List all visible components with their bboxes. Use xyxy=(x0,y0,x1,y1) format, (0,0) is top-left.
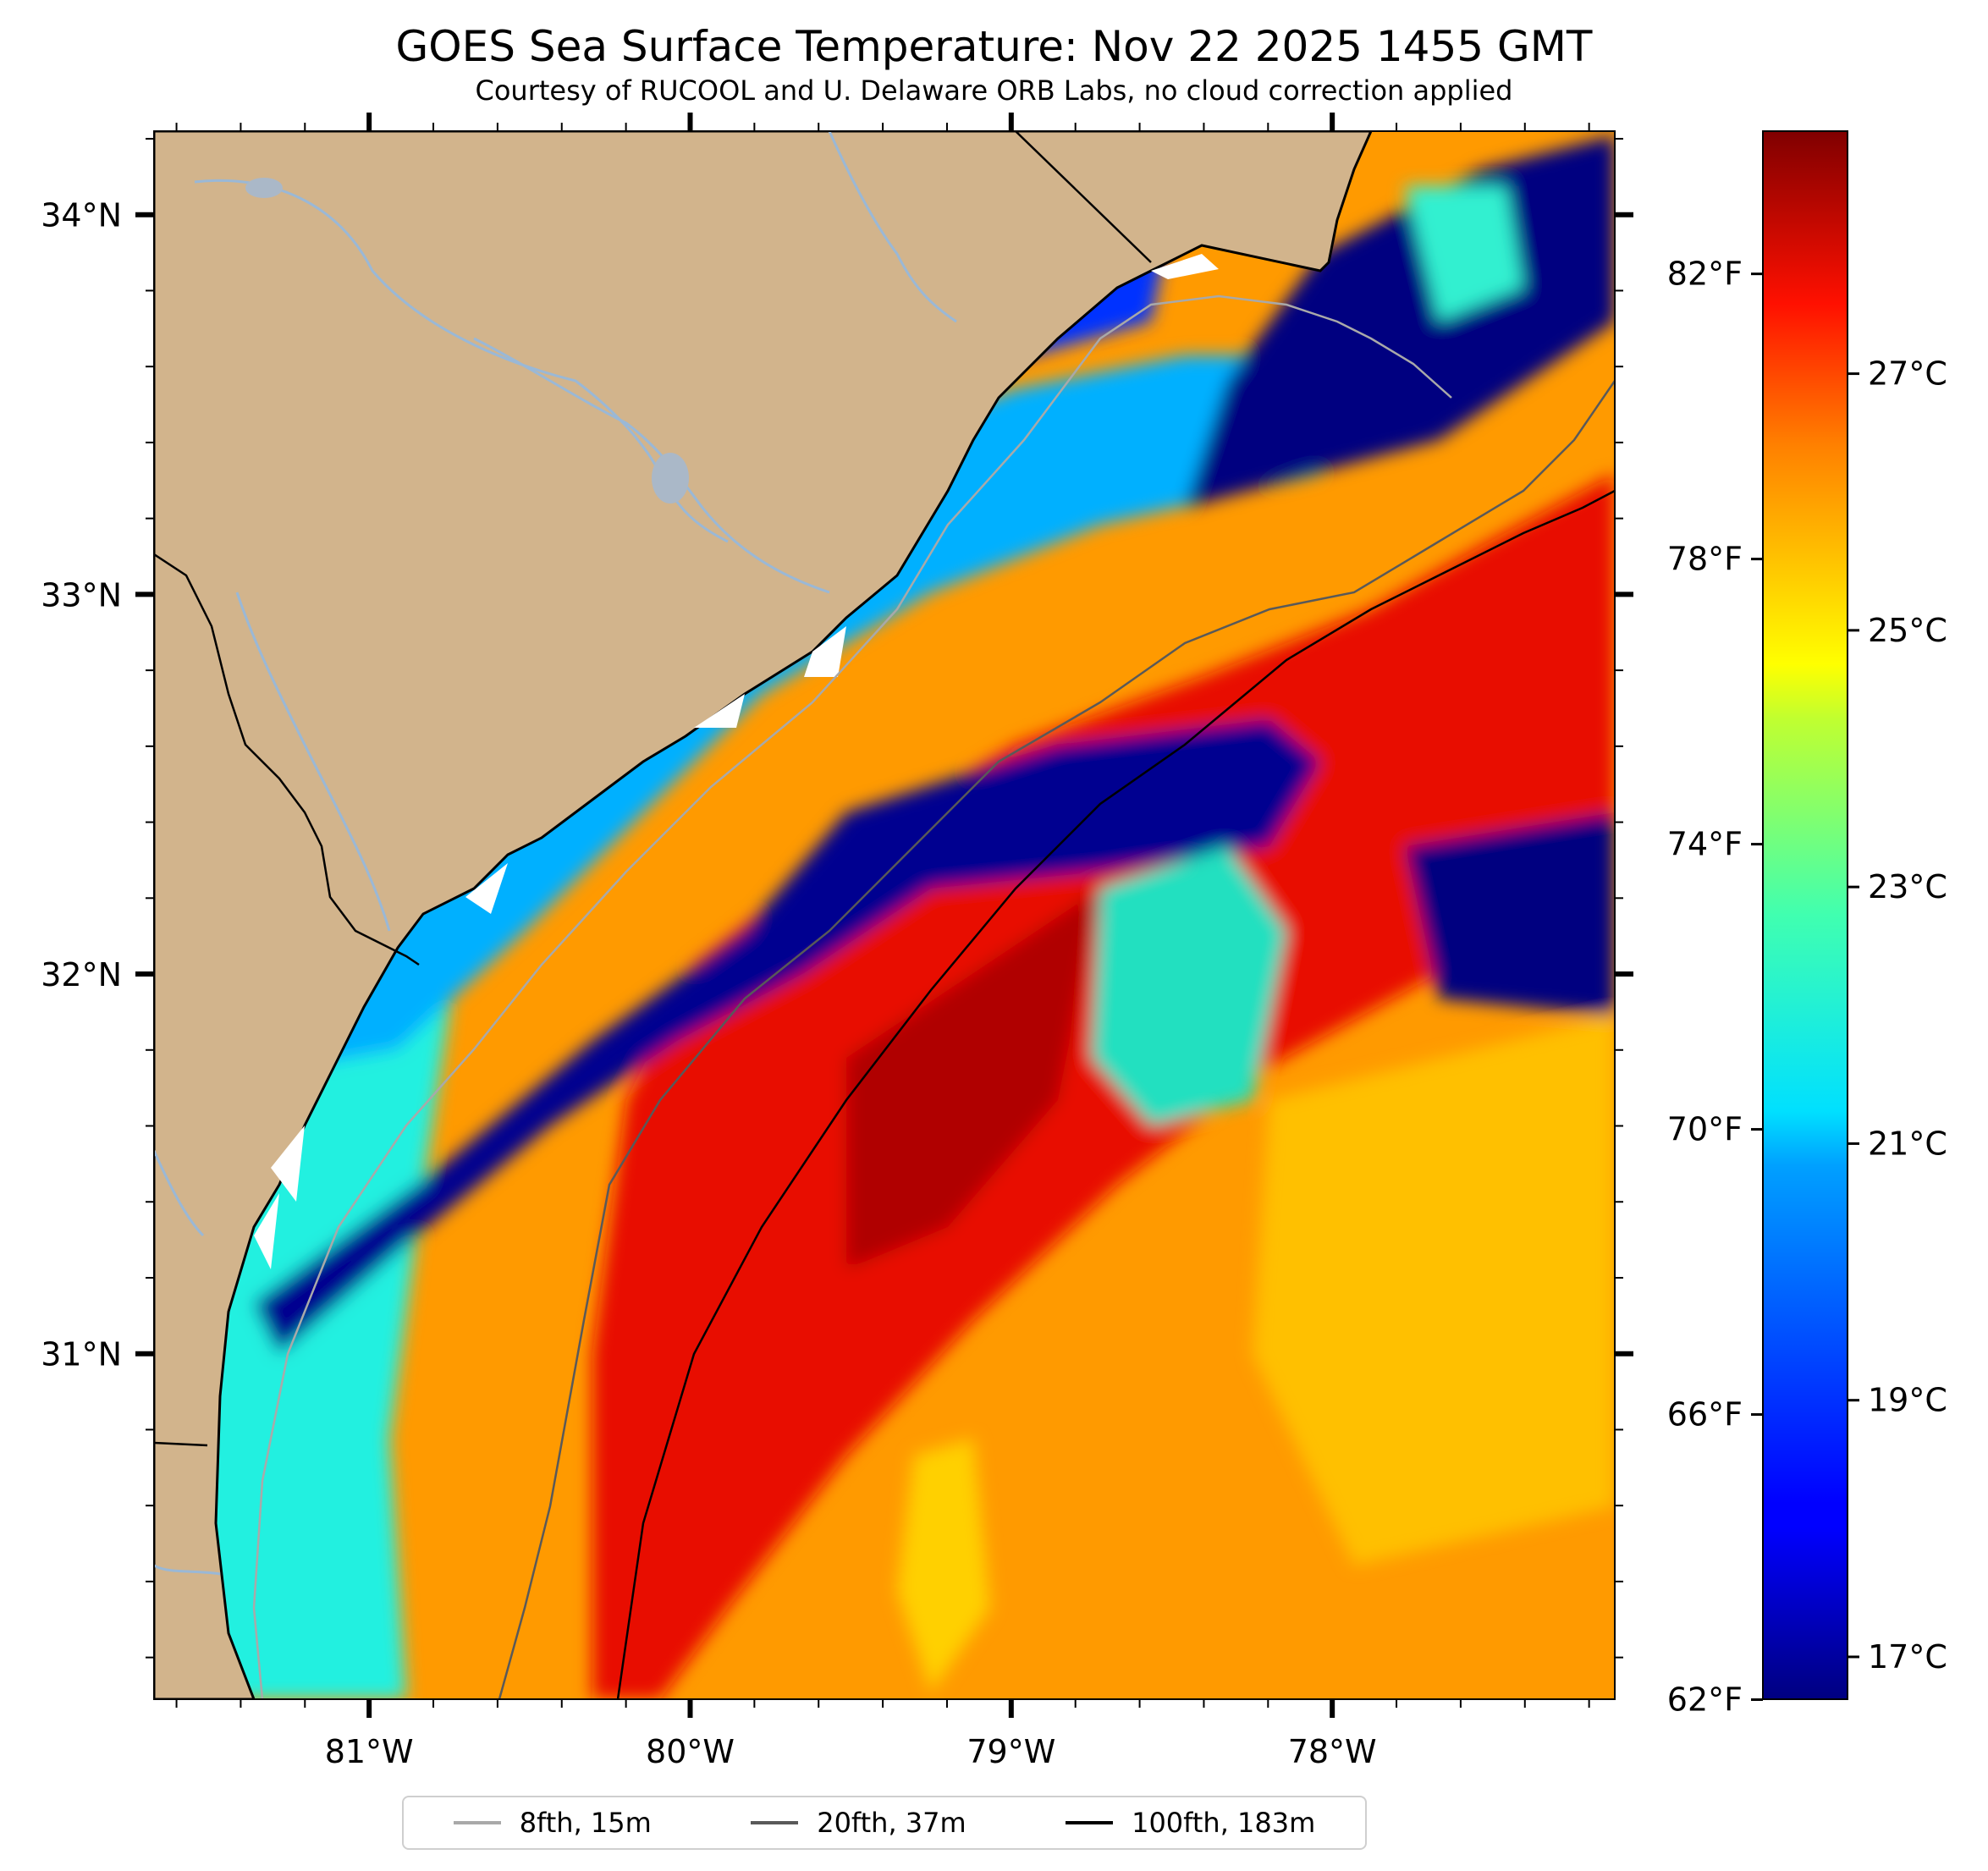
colorbar-fahrenheit-axis: 62°F 66°F 70°F 74°F 78°F 82°F xyxy=(1667,256,1763,1719)
lat-tick-label: 34°N xyxy=(41,197,122,234)
fahrenheit-tick-label: 66°F xyxy=(1667,1396,1743,1434)
river xyxy=(154,1150,205,1237)
map-area xyxy=(154,131,1615,1699)
legend-label: 8fth, 15m xyxy=(519,1807,652,1839)
sc-ga-border xyxy=(154,553,420,966)
isobath-183m xyxy=(616,489,1615,1699)
celsius-tick-label: 27°C xyxy=(1868,355,1947,393)
map-subtitle: Courtesy of RUCOOL and U. Delaware ORB L… xyxy=(475,74,1513,107)
legend-swatch-37m xyxy=(751,1821,799,1824)
lon-tick-label: 81°W xyxy=(325,1733,414,1770)
fahrenheit-tick-label: 62°F xyxy=(1667,1681,1743,1719)
latitude-axis: 34°N 33°N 32°N 31°N xyxy=(41,137,1633,1659)
map-title: GOES Sea Surface Temperature: Nov 22 202… xyxy=(395,22,1593,71)
legend-item: 20fth, 37m xyxy=(751,1807,966,1839)
mixing-zone xyxy=(1092,846,1286,1125)
lon-tick-label: 79°W xyxy=(966,1733,1055,1770)
state-borders xyxy=(154,131,1152,1447)
river xyxy=(154,1564,221,1576)
nc-sc-border xyxy=(1015,131,1152,263)
shelf-lightblue xyxy=(305,355,1320,1066)
isobath-legend: 8fth, 15m 20fth, 37m 100fth, 183m xyxy=(402,1796,1367,1850)
gulf-stream-core xyxy=(592,474,1615,1699)
colorbar-celsius-axis: 17°C 19°C 21°C 23°C 25°C 27°C xyxy=(1848,355,1947,1676)
fahrenheit-tick-label: 78°F xyxy=(1667,541,1743,578)
gulf-stream-hot xyxy=(846,889,1100,1269)
celsius-tick-label: 21°C xyxy=(1868,1125,1947,1162)
isobath-37m xyxy=(498,380,1615,1699)
fahrenheit-tick-label: 70°F xyxy=(1667,1111,1743,1148)
celsius-tick-label: 17°C xyxy=(1868,1638,1947,1676)
colorbar xyxy=(1762,130,1848,1700)
legend-item: 8fth, 15m xyxy=(453,1807,652,1839)
cold-band xyxy=(254,719,1320,1354)
legend-label: 20fth, 37m xyxy=(817,1807,966,1839)
lon-tick-label: 78°W xyxy=(1288,1733,1377,1770)
celsius-tick-label: 23°C xyxy=(1868,868,1947,905)
legend-label: 100fth, 183m xyxy=(1132,1807,1316,1839)
sst-yellow-streak xyxy=(897,1439,990,1692)
map-frame xyxy=(153,130,1616,1700)
mixing-northeast xyxy=(1405,186,1523,322)
lat-tick-label: 32°N xyxy=(41,956,122,993)
celsius-tick-label: 25°C xyxy=(1868,612,1947,649)
legend-swatch-183m xyxy=(1066,1821,1114,1824)
legend-swatch-15m xyxy=(453,1821,501,1824)
isobath-15m xyxy=(252,294,1452,1699)
legend-item: 100fth, 183m xyxy=(1066,1807,1315,1839)
cold-east xyxy=(1405,812,1615,1015)
lat-tick-label: 31°N xyxy=(41,1336,122,1373)
lon-tick-label: 80°W xyxy=(646,1733,735,1770)
lake xyxy=(245,178,283,198)
fahrenheit-tick-label: 74°F xyxy=(1667,826,1743,863)
celsius-tick-label: 19°C xyxy=(1868,1382,1947,1419)
river xyxy=(828,131,957,323)
lat-tick-label: 33°N xyxy=(41,576,122,614)
lake xyxy=(652,453,689,504)
ga-fl-border xyxy=(154,1441,208,1447)
longitude-axis: 81°W 80°W 79°W 78°W xyxy=(175,113,1590,1770)
sst-yellow-patch xyxy=(1253,1015,1615,1566)
river xyxy=(235,592,391,932)
fahrenheit-tick-label: 82°F xyxy=(1667,256,1743,293)
land-mass xyxy=(154,131,1373,1699)
